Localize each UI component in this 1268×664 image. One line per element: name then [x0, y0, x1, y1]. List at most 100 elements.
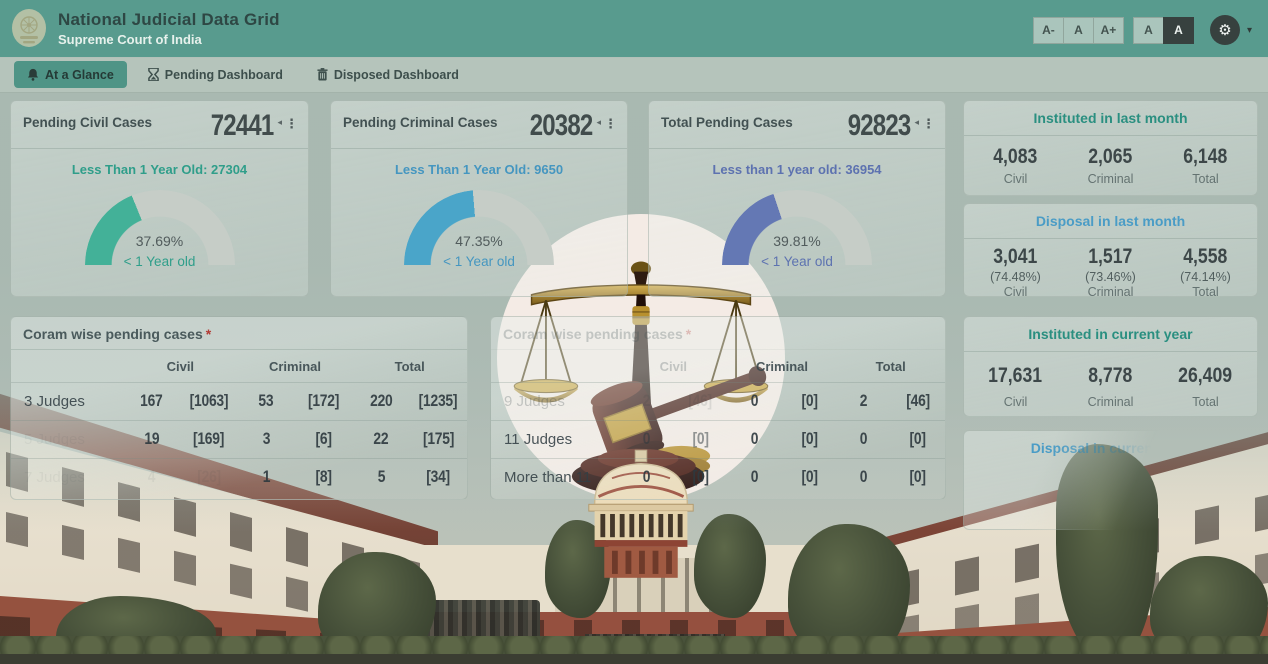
tab-at-a-glance[interactable]: At a Glance	[14, 61, 127, 88]
kebab-menu-icon[interactable]: ⋮	[604, 117, 617, 132]
card-body: Less Than 1 Year Old: 27304 37.69% < 1 Y…	[11, 149, 308, 340]
supreme-court-emblem-icon	[12, 9, 46, 47]
gauge-arc	[722, 190, 872, 340]
table-title-text: Coram wise pending cases	[503, 326, 683, 342]
table-title: Coram wise pending cases *	[491, 317, 945, 350]
table-row: 7 Judges 4 [26] 1 [8] 5 [34]	[11, 458, 467, 496]
dome-graphic	[588, 449, 694, 578]
row-label: 5 Judges	[24, 431, 85, 448]
stat-card-body: 4,083 Civil 2,065 Criminal 6,148 Total	[964, 136, 1257, 186]
stat-value: 26,409	[1178, 364, 1233, 387]
column-header-civil: Civil	[659, 358, 688, 374]
required-asterisk: *	[685, 326, 692, 342]
gauge-caption: < 1 Year old	[761, 254, 833, 269]
stat-card-title: Disposal in current year	[1030, 440, 1191, 456]
table-row: 11 Judges 0 [0] 0 [0] 0 [0]	[491, 420, 945, 458]
column-header-criminal: Criminal	[755, 358, 808, 374]
stat-column: 4,083 Civil	[976, 145, 1056, 186]
instituted-last-month-card: Instituted in last month 4,083 Civil 2,0…	[963, 100, 1258, 196]
stat-column: 2,065 Criminal	[1071, 145, 1151, 186]
total-pending-cases-card: Total Pending Cases 92823 ◂ ⋮ Less than …	[648, 100, 946, 340]
stat-label: Civil	[1003, 395, 1028, 409]
card-value: 20382	[529, 109, 594, 142]
bell-icon	[27, 68, 39, 81]
stat-value: 4,083	[993, 145, 1038, 168]
card-menu: ◂ ⋮	[596, 118, 617, 131]
disposal-current-year-card: Disposal in current year	[963, 430, 1258, 530]
app-header: National Judicial Data Grid Supreme Cour…	[0, 0, 1268, 57]
gauge-percent: 37.69%	[135, 233, 184, 249]
stat-column: 17,631 Civil	[976, 364, 1056, 409]
stat-label: Total	[1192, 395, 1219, 409]
stat-label: Criminal	[1087, 395, 1134, 409]
stat-value: 17,631	[988, 364, 1043, 387]
stat-value: 8,778	[1088, 364, 1133, 387]
card-header: Pending Civil Cases 72441 ◂ ⋮	[11, 101, 308, 149]
font-normal-button[interactable]: A	[1062, 16, 1094, 44]
gauge-chart: 39.81% < 1 Year old	[722, 190, 872, 340]
column-header-civil: Civil	[166, 358, 195, 374]
card-subtitle: Less than 1 year old: 36954	[712, 162, 882, 177]
table-row: 5 Judges 19 [169] 3 [6] 22 [175]	[11, 420, 467, 458]
table-title-text: Coram wise pending cases	[23, 326, 203, 342]
card-header: Pending Criminal Cases 20382 ◂ ⋮	[331, 101, 627, 149]
font-decrease-button[interactable]: A-	[1032, 16, 1064, 44]
gauge-percent: 39.81%	[773, 233, 821, 249]
stat-value: 6,148	[1183, 145, 1228, 168]
gauge-caption: < 1 Year old	[443, 254, 515, 269]
stat-percent: (74.48%)	[990, 270, 1041, 284]
collapse-caret-icon[interactable]: ◂	[277, 118, 282, 128]
instituted-current-year-card: Instituted in current year 17,631 Civil …	[963, 316, 1258, 417]
card-subtitle: Less Than 1 Year Old: 27304	[71, 162, 248, 177]
font-increase-button[interactable]: A+	[1092, 16, 1124, 44]
collapse-caret-icon[interactable]: ◂	[914, 118, 919, 128]
contrast-light-button[interactable]: A	[1132, 16, 1164, 44]
stat-column: 26,409 Total	[1166, 364, 1246, 409]
card-title: Pending Criminal Cases	[343, 115, 498, 130]
gauge-chart: 37.69% < 1 Year old	[84, 190, 235, 340]
card-body: Less than 1 year old: 36954 39.81% < 1 Y…	[649, 149, 945, 340]
stat-value: 1,517	[1088, 245, 1133, 268]
stat-value: 4,558	[1183, 245, 1228, 268]
row-label: 11 Judges	[504, 431, 573, 448]
gauge-arc	[84, 190, 235, 340]
stat-label: Criminal	[1087, 285, 1134, 299]
row-label: More than 11	[504, 469, 592, 486]
stat-column: 4,558 (74.14%) Total	[1166, 245, 1246, 299]
trash-icon	[317, 68, 328, 81]
stat-label: Civil	[1003, 172, 1028, 186]
column-header-total: Total	[394, 358, 425, 374]
row-label: 3 Judges	[24, 393, 85, 410]
contrast-dark-button[interactable]: A	[1162, 16, 1194, 44]
pending-civil-cases-card: Pending Civil Cases 72441 ◂ ⋮ Less Than …	[10, 100, 309, 340]
table-header-row: Civil Criminal Total	[491, 350, 945, 382]
required-asterisk: *	[205, 326, 212, 342]
card-title: Pending Civil Cases	[23, 115, 153, 130]
settings-gear-icon[interactable]: ⚙	[1209, 15, 1240, 45]
settings-caret-icon[interactable]: ▾	[1246, 24, 1252, 36]
gauge-arc	[404, 190, 554, 340]
card-subtitle: Less Than 1 Year Old: 9650	[394, 162, 564, 177]
stat-card-body: 17,631 Civil 8,778 Criminal 26,409 Total	[964, 352, 1257, 409]
stat-value: 2,065	[1088, 145, 1133, 168]
stat-percent: (74.14%)	[1180, 270, 1231, 284]
kebab-menu-icon[interactable]: ⋮	[922, 117, 935, 132]
stat-card-title: Disposal in last month	[964, 204, 1257, 239]
tab-label: At a Glance	[45, 67, 114, 82]
stat-label: Total	[1192, 172, 1219, 186]
row-label: 9 Judges	[504, 393, 565, 410]
table-row: More than 11 0 [0] 0 [0] 0 [0]	[491, 458, 945, 496]
kebab-menu-icon[interactable]: ⋮	[285, 117, 298, 132]
gauge-chart: 47.35% < 1 Year old	[404, 190, 554, 340]
collapse-caret-icon[interactable]: ◂	[596, 118, 601, 128]
card-value: 92823	[847, 109, 912, 142]
tab-pending-dashboard[interactable]: Pending Dashboard	[135, 61, 296, 88]
app-subtitle: Supreme Court of India	[58, 32, 202, 47]
tab-disposed-dashboard[interactable]: Disposed Dashboard	[304, 61, 472, 88]
stat-label: Criminal	[1087, 172, 1134, 186]
court-dome	[583, 448, 699, 580]
card-body: Less Than 1 Year Old: 9650 47.35% < 1 Ye…	[331, 149, 627, 340]
coram-table-right-card: Coram wise pending cases * Civil Criminal…	[490, 316, 946, 500]
stat-card-body: 3,041 (74.48%) Civil 1,517 (73.46%) Crim…	[964, 239, 1257, 299]
